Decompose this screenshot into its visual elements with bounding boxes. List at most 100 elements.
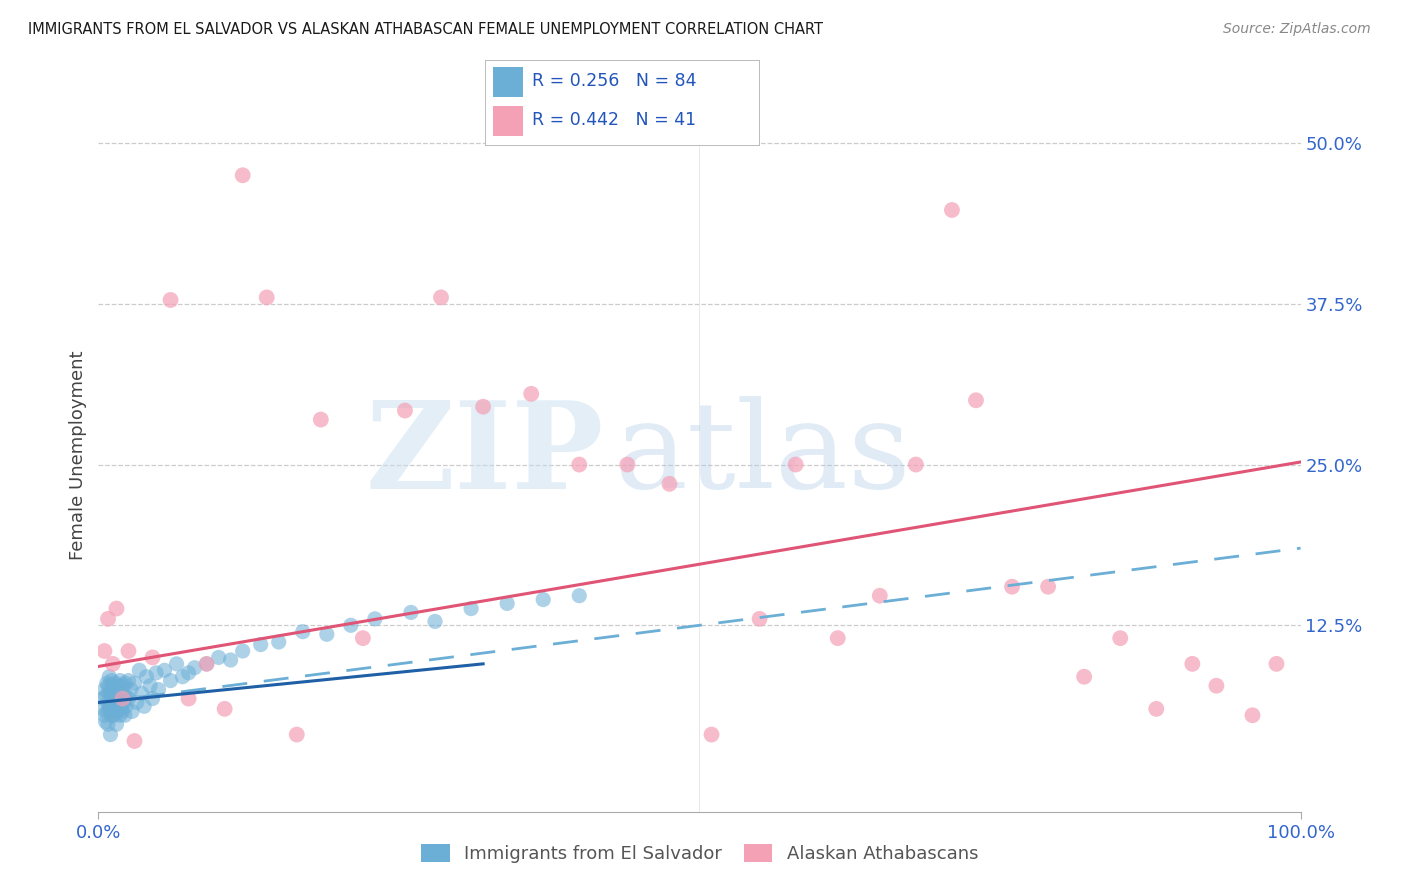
Point [232,168,254,182]
Point [291,624,314,639]
Point [91,691,114,706]
Point [121,705,143,719]
Point [97,717,120,731]
Point [172,670,194,684]
Point [124,676,146,690]
Point [101,679,124,693]
Point [195,657,218,671]
Point [117,644,139,658]
Point [309,412,332,426]
Point [472,400,495,414]
Point [107,691,129,706]
Text: ZIP: ZIP [366,396,603,514]
Point [103,682,125,697]
Point [219,653,242,667]
Point [114,708,136,723]
Point [267,635,290,649]
Point [496,596,519,610]
Point [700,728,723,742]
Point [214,702,236,716]
Point [107,682,129,697]
Point [430,290,453,304]
Point [94,689,117,703]
Point [97,679,120,693]
Point [101,689,124,703]
Point [423,615,446,629]
Point [195,657,218,671]
Point [111,686,134,700]
Point [139,679,162,693]
Point [104,699,127,714]
Point [399,606,422,620]
Point [785,458,807,472]
Point [98,686,121,700]
Point [105,717,128,731]
Point [120,682,142,697]
Legend: Immigrants from El Salvador, Alaskan Athabascans: Immigrants from El Salvador, Alaskan Ath… [413,838,986,871]
Text: R = 0.256   N = 84: R = 0.256 N = 84 [531,72,696,90]
Point [460,601,482,615]
Point [1181,657,1204,671]
Point [159,673,181,688]
Point [117,673,139,688]
Point [904,458,927,472]
Point [1036,580,1059,594]
Point [1001,580,1024,594]
Point [108,708,131,723]
Point [105,689,128,703]
Text: R = 0.442   N = 41: R = 0.442 N = 41 [531,112,696,129]
Point [96,676,118,690]
Point [131,686,153,700]
Point [108,673,131,688]
Point [100,728,122,742]
Point [100,682,122,697]
Point [340,618,363,632]
Point [101,657,124,671]
Point [249,638,271,652]
Point [115,699,138,714]
Point [658,476,681,491]
Point [159,293,181,307]
Point [100,699,122,714]
Point [93,682,115,697]
Point [141,691,163,706]
Point [98,670,121,684]
Point [616,458,638,472]
Point [105,601,128,615]
Point [111,691,134,706]
Point [135,670,157,684]
Point [93,708,115,723]
Bar [494,67,523,97]
Point [112,695,135,709]
Point [128,663,150,677]
Point [91,702,114,716]
Point [1073,670,1095,684]
Y-axis label: Female Unemployment: Female Unemployment [69,351,87,559]
Point [103,695,125,709]
Point [148,682,170,697]
Point [394,403,416,417]
Point [748,612,770,626]
Point [115,689,138,703]
Point [94,714,117,729]
Point [103,708,125,723]
Point [117,691,139,706]
Point [208,650,231,665]
Point [111,705,134,719]
Point [97,695,120,709]
Point [100,705,122,719]
Point [285,728,308,742]
Point [105,705,128,719]
Point [108,699,131,714]
Point [183,661,205,675]
Point [125,695,148,709]
Point [141,650,163,665]
Point [1205,679,1227,693]
Point [568,589,591,603]
Point [869,589,891,603]
Point [1265,657,1288,671]
Point [1109,631,1132,645]
Point [96,705,118,719]
Text: IMMIGRANTS FROM EL SALVADOR VS ALASKAN ATHABASCAN FEMALE UNEMPLOYMENT CORRELATIO: IMMIGRANTS FROM EL SALVADOR VS ALASKAN A… [28,22,823,37]
Point [177,691,200,706]
